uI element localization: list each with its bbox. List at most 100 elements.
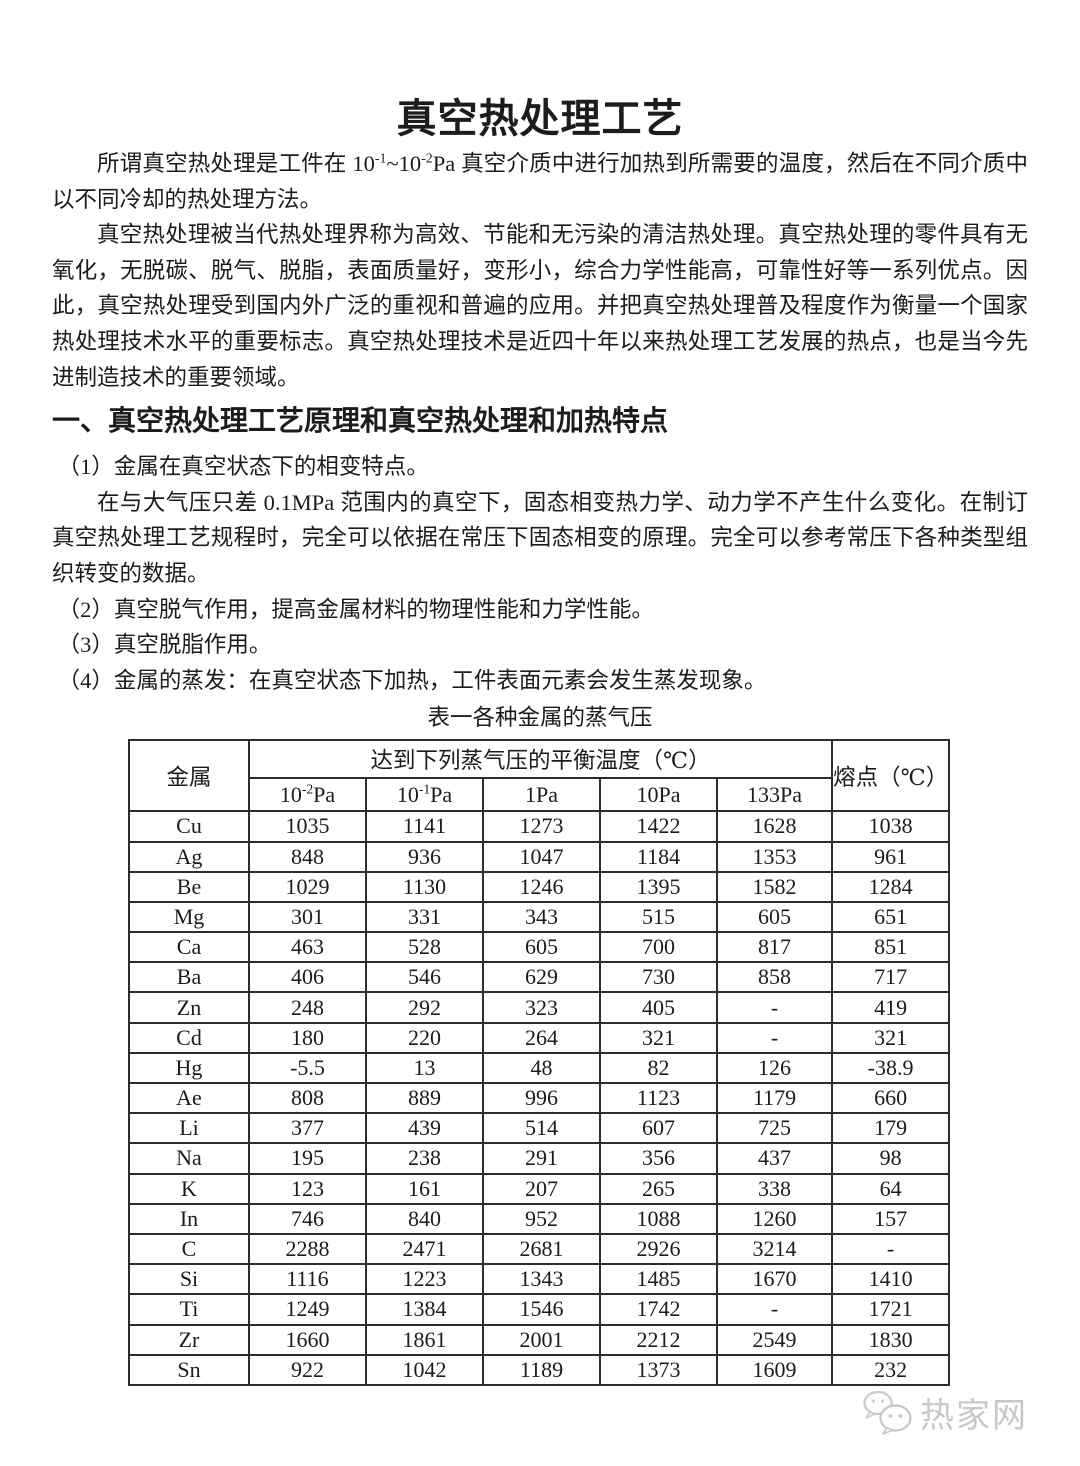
value-cell: 1353: [715, 840, 834, 873]
value-cell: 331: [365, 900, 484, 934]
intro-text-2: ~10: [386, 151, 422, 176]
pressure-header-10pa: 10Pa: [599, 777, 718, 813]
exponent-minus-1: -1: [374, 151, 387, 167]
table-row: Be 1029 1130 1246 1395 1582 1284: [128, 870, 951, 903]
value-cell: 1130: [365, 870, 484, 903]
value-cell: -: [715, 1021, 834, 1054]
metal-symbol-cell: Ag: [128, 840, 250, 873]
value-cell: 1343: [482, 1263, 601, 1296]
value-cell: 996: [482, 1081, 601, 1115]
value-cell: 858: [715, 961, 834, 994]
value-cell: 207: [482, 1172, 601, 1205]
value-cell: 179: [831, 1112, 951, 1145]
table-header-row-2: 10-2Pa 10-1Pa 1Pa 10Pa 133Pa: [129, 777, 949, 813]
table-row: Cu 1035 1141 1273 1422 1628 1038: [128, 810, 951, 843]
value-cell: -: [831, 1232, 951, 1266]
value-cell: 161: [365, 1172, 484, 1205]
value-cell: 922: [248, 1353, 367, 1386]
value-cell: 2549: [715, 1323, 834, 1356]
value-cell: 13: [365, 1051, 484, 1085]
value-cell: 1395: [599, 870, 718, 903]
value-cell: 840: [365, 1202, 484, 1235]
value-cell: 605: [715, 900, 834, 934]
table-row: Cd 180 220 264 321-321: [128, 1021, 951, 1054]
value-cell: 338: [715, 1172, 834, 1205]
value-cell: 1384: [365, 1293, 484, 1326]
metal-symbol-cell: Li: [128, 1112, 250, 1145]
value-cell: 2471: [365, 1232, 484, 1266]
table-row: Ba 406 546 629 730 858 717: [128, 961, 951, 994]
table-row: C 2288 2471 2681 2926 3214-: [128, 1232, 951, 1266]
intro-text-1: 所谓真空热处理是工件在 10: [97, 151, 375, 176]
value-cell: 3214: [715, 1232, 834, 1266]
value-cell: 848: [248, 840, 367, 873]
value-cell: 730: [599, 961, 718, 994]
value-cell: 1249: [248, 1293, 367, 1326]
value-cell: 889: [365, 1081, 484, 1115]
pressure-header-133pa: 133Pa: [715, 777, 834, 813]
value-cell: 961: [831, 840, 951, 873]
value-cell: 1670: [715, 1263, 834, 1296]
value-cell: 1721: [831, 1293, 951, 1326]
value-cell: -: [715, 1293, 834, 1326]
table-row: Zr 1660 1861 2001 2212 2549 1830: [128, 1323, 951, 1356]
value-cell: 1038: [831, 810, 951, 843]
value-cell: 238: [365, 1142, 484, 1175]
value-cell: 1088: [599, 1202, 718, 1235]
value-cell: 248: [248, 991, 367, 1024]
value-cell: 1582: [715, 870, 834, 903]
pressure-exponent: -1: [418, 781, 431, 797]
value-cell: 220: [365, 1021, 484, 1054]
metal-symbol-cell: C: [128, 1232, 250, 1266]
value-cell: 180: [248, 1021, 367, 1054]
value-cell: 437: [715, 1142, 834, 1175]
table-row: Si 1116 1223 1343 1485 1670 1410: [128, 1263, 951, 1296]
pressure-unit: Pa: [430, 781, 453, 807]
value-cell: 1179: [715, 1081, 834, 1115]
metal-symbol-cell: Ca: [128, 931, 250, 964]
value-cell: 48: [482, 1051, 601, 1085]
metal-symbol-cell: Ae: [128, 1081, 250, 1115]
value-cell: 157: [831, 1202, 951, 1235]
table-row: Li 377 439 514 607 725 179: [128, 1112, 951, 1145]
table-header-row-1: 金属 达到下列蒸气压的平衡温度（℃） 熔点（℃）: [128, 739, 951, 813]
value-cell: 1410: [831, 1263, 951, 1296]
pressure-base: 10: [396, 781, 419, 807]
value-cell: 405: [599, 991, 718, 1024]
value-cell: 292: [365, 991, 484, 1024]
value-cell: 98: [831, 1142, 951, 1175]
value-cell: 2212: [599, 1323, 718, 1356]
value-cell: 232: [831, 1353, 951, 1386]
value-cell: 377: [248, 1112, 367, 1145]
melting-point-header: 熔点（℃）: [831, 739, 951, 813]
metal-column-header: 金属: [128, 739, 250, 813]
value-cell: 605: [482, 931, 601, 964]
table-caption: 表一各种金属的蒸气压: [427, 705, 653, 731]
table-row: Hg -5.5 13 48 82 126 -38.9: [128, 1051, 951, 1085]
list-item-1: （1）金属在真空状态下的相变特点。: [57, 454, 429, 480]
intro-paragraph: 所谓真空热处理是工件在 10-1~10-2Pa 真空介质中进行加热到所需要的温度…: [52, 146, 1028, 217]
value-cell: 1123: [599, 1081, 718, 1115]
value-cell: 546: [365, 961, 484, 994]
list-item-4: （4）金属的蒸发：在真空状态下加热，工件表面元素会发生蒸发现象。: [57, 667, 767, 693]
metal-symbol-cell: Be: [128, 870, 250, 903]
pressure-header-1pa: 1Pa: [482, 777, 601, 813]
metal-symbol-cell: Hg: [128, 1051, 250, 1085]
table-row: Zn 248 292 323 405-419: [128, 991, 951, 1024]
metal-symbol-cell: Zr: [128, 1323, 250, 1356]
watermark: 热家网: [862, 1388, 1028, 1437]
list-item-2: （2）真空脱气作用，提高金属材料的物理性能和力学性能。: [57, 596, 654, 622]
value-cell: 607: [599, 1112, 718, 1145]
table-row: Mg 301 331 343 515 605 651: [128, 900, 951, 934]
value-cell: 321: [831, 1021, 951, 1054]
value-cell: 1273: [482, 810, 601, 843]
value-cell: -38.9: [831, 1051, 951, 1085]
value-cell: 1830: [831, 1323, 951, 1356]
list-item-1-detail: 在与大气压只差 0.1MPa 范围内的真空下，固态相变热力学、动力学不产生什么变…: [52, 489, 1028, 586]
metal-symbol-cell: Si: [128, 1263, 250, 1296]
table-row: In 746 840 952 1088 1260 157: [128, 1202, 951, 1235]
value-cell: 1189: [482, 1353, 601, 1386]
value-cell: 1246: [482, 870, 601, 903]
value-cell: 126: [715, 1051, 834, 1085]
